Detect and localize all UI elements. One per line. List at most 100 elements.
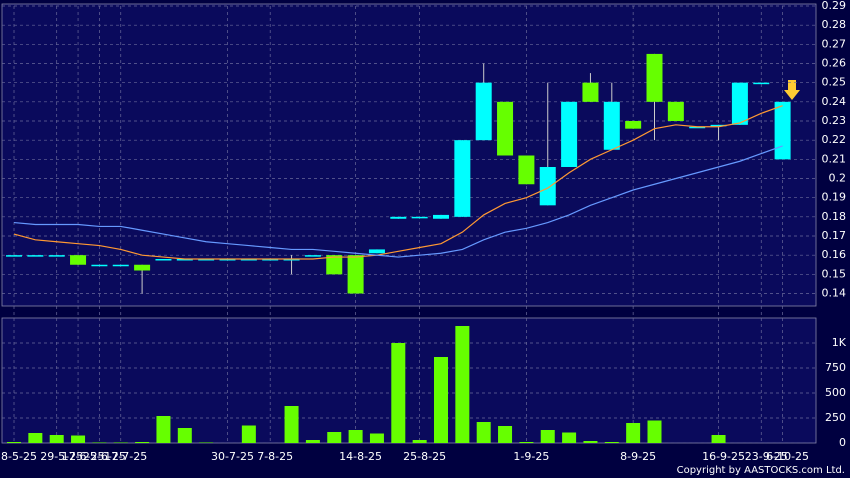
y-tick-label: 750 [825,361,846,374]
volume-bar [199,442,214,443]
y-tick-label: 0.24 [822,95,847,108]
volume-bar [540,430,555,443]
candle-body [198,259,215,261]
candle-body [454,140,471,217]
volume-bar [391,343,406,443]
volume-bar [305,440,320,443]
candle-body [27,255,44,257]
x-tick-label: 7-8-25 [257,450,293,463]
candle-body [390,216,407,219]
volume-bar [71,435,86,443]
y-tick-label: 0 [839,436,846,449]
volume-bar [626,423,641,443]
volume-bar [647,420,662,443]
volume-bar [241,425,256,443]
candle-body [689,126,706,129]
y-tick-label: 250 [825,411,846,424]
volume-bar [7,442,21,443]
x-tick-label: 17-7-25 [104,450,147,463]
x-tick-label: 23-9-25 [745,450,788,463]
y-tick-label: 0.22 [822,133,847,146]
volume-bar [519,442,534,443]
y-tick-label: 0.2 [829,172,847,185]
candle-body [91,264,108,267]
candle-body [326,255,343,275]
volume-bar [28,433,43,443]
y-tick-label: 0.29 [822,0,847,12]
volume-bar [604,442,619,443]
y-tick-label: 0.23 [822,114,847,127]
volume-bar [369,433,384,443]
volume-bar [562,432,577,443]
y-tick-label: 0.15 [822,267,847,280]
volume-bar [412,440,427,443]
volume-bar [284,406,299,443]
candle-body [561,101,578,167]
y-tick-label: 0.19 [822,191,847,204]
volume-panel [1,317,817,444]
volume-bar [711,435,726,443]
volume-bar [92,442,107,443]
volume-bar [49,435,64,443]
candle-body [667,101,684,121]
y-tick-label: 0.21 [822,152,847,165]
volume-bar [113,442,128,443]
volume-bar [348,430,363,443]
candle-body [304,255,321,257]
candle-body [774,101,791,160]
copyright: Copyright by AASTOCKS.com Ltd. [677,465,845,476]
candle-body [283,259,300,261]
price-panel [1,3,817,307]
y-tick-label: 0.17 [822,229,847,242]
y-tick-label: 1K [832,336,847,349]
ma-line [13,105,783,260]
x-tick-label: 14-8-25 [339,450,382,463]
x-tick-label: 25-6-25 [83,450,126,463]
x-tick-label: 6-10-25 [766,450,809,463]
candle-body [411,216,428,219]
y-tick-label: 0.25 [822,76,847,89]
y-tick-label: 0.27 [822,37,847,50]
x-tick-label: 8-5-25 [1,450,37,463]
candle-body [134,264,151,271]
candle-body [219,259,236,261]
volume-bar [583,441,598,443]
x-tick-label: 1-9-25 [513,450,549,463]
ma-line [13,145,783,258]
candle-body [582,82,599,102]
candle-body [539,167,556,206]
candle-body [753,82,770,85]
volume-bar [135,442,150,443]
candle-body [603,101,620,150]
candle-body [475,82,492,141]
y-tick-label: 0.28 [822,18,847,31]
volume-bar [156,416,171,443]
candle-body [347,255,364,294]
candle-body [48,255,65,257]
y-tick-label: 0.26 [822,57,847,70]
candle-body [646,53,663,102]
candle-body [240,259,257,261]
x-tick-label: 16-9-25 [702,450,745,463]
y-tick-label: 0.14 [822,287,847,300]
volume-bar [476,422,491,443]
x-tick-label: 25-8-25 [403,450,446,463]
volume-bar [177,428,192,443]
candle-body [176,259,193,261]
candle-body [710,124,727,127]
candle-body [497,101,514,156]
y-tick-label: 0.16 [822,248,847,261]
y-tick-label: 0.18 [822,210,847,223]
candle-body [6,255,22,257]
candle-body [112,264,129,267]
candle-body [625,121,642,129]
candle-body [70,255,87,265]
volume-bar [498,426,513,443]
x-tick-label: 8-9-25 [620,450,656,463]
x-tick-label: 29-5-25 [40,450,83,463]
candle-body [368,249,385,254]
volume-bar [434,357,448,443]
candle-body [262,259,279,261]
candle-body [433,214,449,219]
